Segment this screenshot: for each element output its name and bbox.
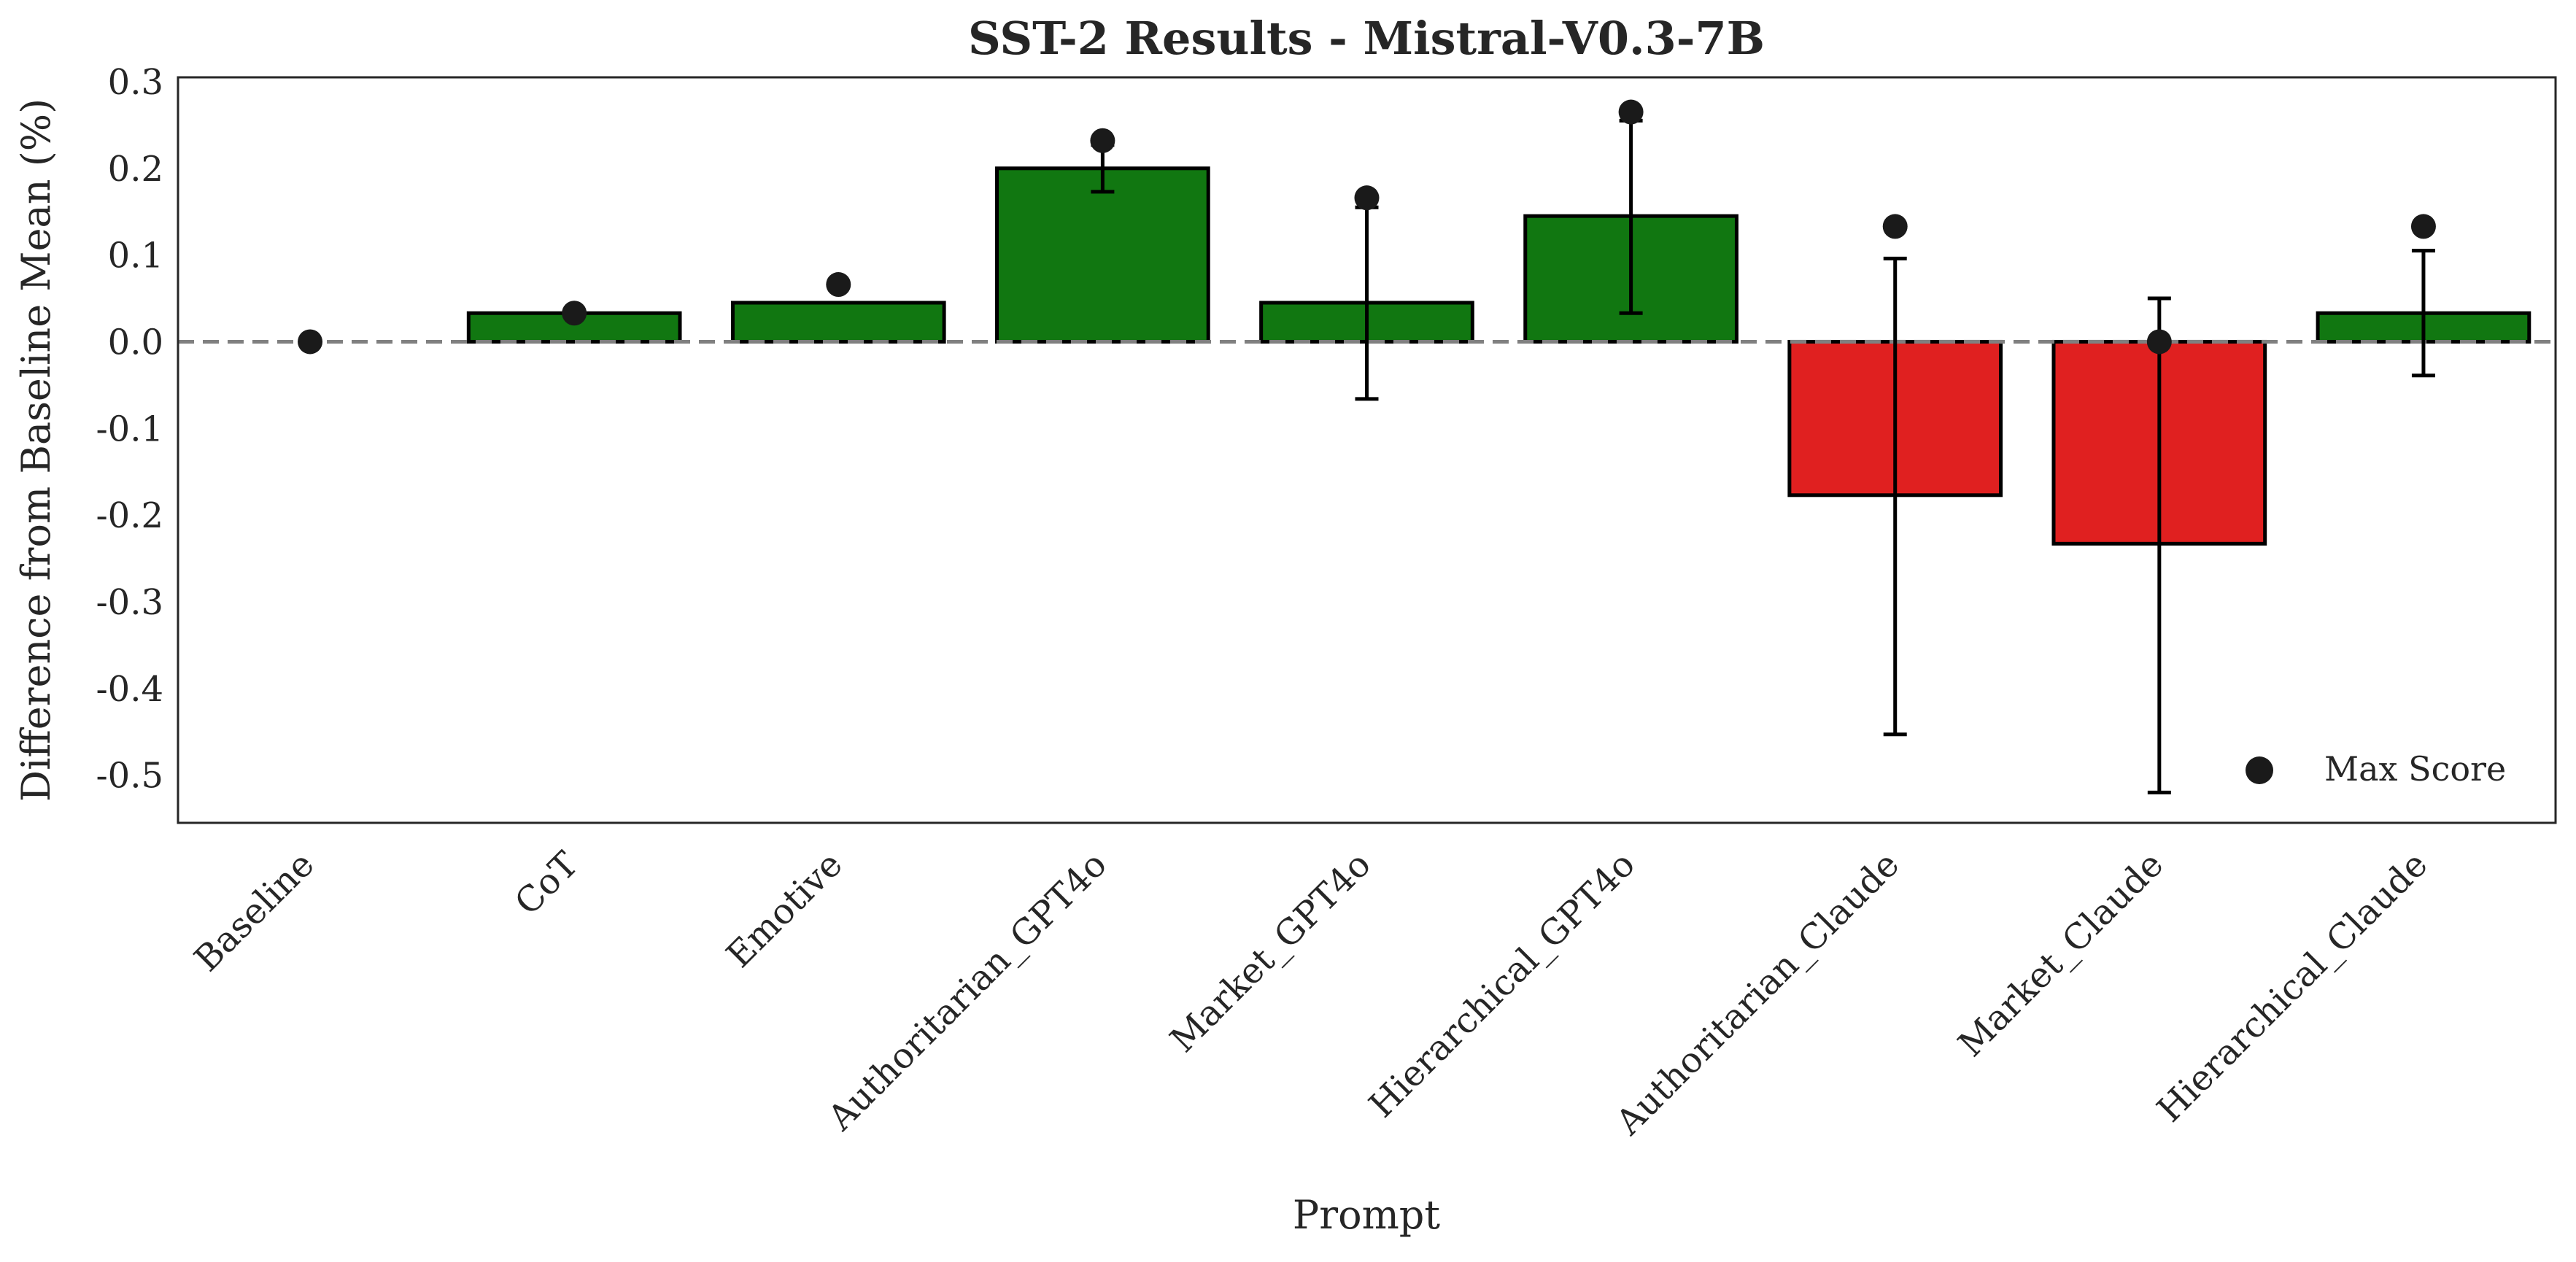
max-score-point [1882,214,1908,239]
max-score-point [298,329,323,355]
bar [995,166,1210,344]
x-tick-label: Emotive [719,844,851,976]
y-tick-labels: 0.3 0.2 0.1 0.0 -0.1 -0.2 -0.3 -0.4 -0.5 [96,62,163,797]
y-tick-label: 0.0 [108,322,163,363]
x-tick-label: Baseline [187,844,322,980]
y-tick-label: -0.2 [96,495,163,536]
max-score-point [2410,214,2436,239]
legend: Max Score [2246,749,2506,789]
chart-title: SST-2 Results - Mistral-V0.3-7B [968,12,1765,65]
y-tick-label: 0.2 [108,149,163,190]
max-score-point [2146,329,2172,355]
y-tick-label: -0.4 [96,669,163,710]
legend-marker [2246,756,2273,784]
legend-label: Max Score [2324,749,2506,789]
plot-frame [177,76,2557,824]
x-tick-label: Hierarchical_Claude [2149,844,2435,1130]
x-tick-label: CoT [507,844,587,924]
y-tick-label: -0.5 [96,756,163,797]
x-tick-label: Authoritarian_GPT4o [820,844,1115,1139]
max-score-point [1090,128,1115,153]
bar [730,301,946,344]
x-tick-label: Market_Claude [1951,844,2172,1065]
y-tick-label: -0.1 [96,409,163,449]
y-axis-label: Difference from Baseline Mean (%) [13,98,59,802]
max-score-point [562,301,587,326]
max-score-point [1618,99,1644,125]
max-score-markers [298,99,2436,355]
x-tick-label: Authoritarian_Claude [1608,844,1907,1143]
x-tick-label: Market_GPT4o [1162,844,1379,1061]
max-score-point [826,272,851,298]
y-tick-label: 0.1 [108,236,163,276]
bars [466,166,2531,546]
max-score-point [1354,185,1380,211]
y-tick-label: -0.3 [96,582,163,623]
x-axis-label: Prompt [1293,1192,1440,1238]
x-tick-label: Hierarchical_GPT4o [1361,844,1643,1126]
y-tick-label: 0.3 [108,62,163,103]
